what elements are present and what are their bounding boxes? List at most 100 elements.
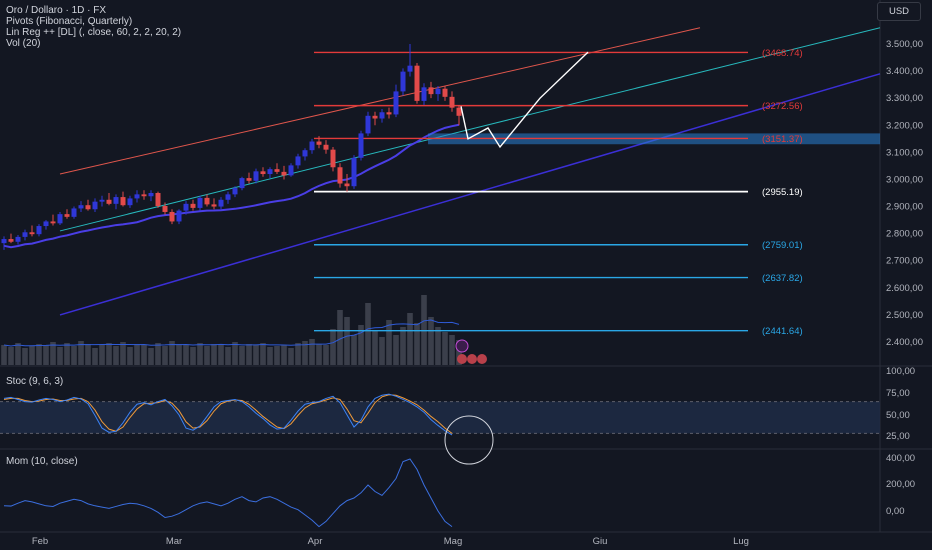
price-axis-tick: 3.300,00 — [886, 93, 923, 104]
candle-body — [8, 239, 14, 242]
volume-bar — [288, 348, 294, 365]
candle-body — [302, 150, 308, 157]
candle-body — [169, 211, 175, 222]
candle-body — [71, 208, 77, 217]
symbol-line[interactable]: Oro / Dollaro · 1D · FX — [6, 5, 107, 16]
indicator-linreg[interactable]: Lin Reg ++ [DL] (, close, 60, 2, 2, 20, … — [6, 27, 182, 38]
candle-body — [281, 171, 287, 176]
volume-bar — [218, 345, 224, 365]
candle-body — [400, 71, 406, 92]
candle-body — [29, 232, 35, 235]
candle-body — [92, 201, 98, 210]
time-axis-tick: Apr — [308, 536, 323, 547]
candle-body — [99, 199, 105, 202]
stoch-band — [0, 401, 880, 434]
flag-icon — [467, 354, 477, 364]
candle-body — [379, 112, 385, 119]
candle-body — [386, 112, 392, 115]
volume-bar — [71, 346, 77, 365]
candle-body — [190, 203, 196, 208]
volume-bar — [365, 303, 371, 365]
candle-body — [120, 197, 126, 206]
momentum-pane-label[interactable]: Mom (10, close) — [6, 456, 78, 467]
volume-bar — [106, 343, 112, 365]
volume-bar — [183, 345, 189, 365]
volume-bar — [267, 347, 273, 365]
volume-bar — [253, 345, 259, 365]
candle-body — [351, 157, 357, 187]
price-axis-tick: 2.400,00 — [886, 337, 923, 348]
volume-bar — [337, 310, 343, 365]
volume-bar — [36, 344, 42, 365]
volume-bar — [120, 342, 126, 365]
volume-bar — [43, 345, 49, 365]
momentum-axis-tick: 200,00 — [886, 479, 915, 490]
indicator-pivots[interactable]: Pivots (Fibonacci, Quarterly) — [6, 16, 133, 27]
volume-bar — [421, 295, 427, 365]
regression-mid-line — [59, 27, 881, 232]
volume-bar — [64, 343, 70, 365]
candle-body — [85, 205, 91, 210]
candle-body — [78, 205, 84, 209]
candle-body — [162, 206, 168, 212]
candle-body — [414, 65, 420, 101]
stoch-pane-label[interactable]: Stoc (9, 6, 3) — [6, 376, 64, 387]
volume-bar — [400, 327, 406, 365]
candle-body — [148, 193, 154, 197]
flag-icon — [477, 354, 487, 364]
candle-body — [113, 197, 119, 204]
volume-bar — [358, 325, 364, 365]
volume-bar — [134, 344, 140, 365]
momentum-axis-tick: 0,00 — [886, 506, 905, 517]
volume-bar — [386, 320, 392, 365]
pivot-level-label: (3272.56) — [762, 101, 803, 112]
time-axis-tick: Mag — [444, 536, 462, 547]
candle-body — [316, 141, 322, 145]
stoch-axis-tick: 100,00 — [886, 366, 915, 377]
candle-body — [337, 167, 343, 184]
candle-body — [232, 188, 238, 195]
time-axis-tick: Feb — [32, 536, 48, 547]
candle-body — [442, 88, 448, 97]
volume-bar — [176, 344, 182, 365]
volume-bar — [246, 344, 252, 365]
price-axis-tick: 2.700,00 — [886, 256, 923, 267]
candle-body — [218, 199, 224, 207]
candle-body — [204, 197, 210, 205]
volume-bar — [92, 348, 98, 365]
candle-body — [288, 165, 294, 176]
candle-body — [449, 96, 455, 108]
volume-bar — [22, 348, 28, 365]
volume-bar — [435, 327, 441, 365]
candle-body — [1, 239, 7, 244]
volume-bar — [1, 345, 7, 365]
event-icon — [455, 339, 469, 353]
candle-body — [176, 210, 182, 222]
projection-path — [460, 51, 589, 149]
volume-bar — [295, 343, 301, 365]
volume-bar — [162, 346, 168, 365]
candle-body — [57, 214, 63, 224]
price-axis-tick: 2.900,00 — [886, 202, 923, 213]
indicator-volume[interactable]: Vol (20) — [6, 38, 41, 49]
volume-bar — [127, 347, 133, 365]
candle-body — [267, 169, 273, 175]
currency-selector[interactable]: USD — [877, 2, 921, 21]
candle-body — [372, 115, 378, 119]
volume-bar — [239, 346, 245, 365]
candle-body — [239, 178, 245, 189]
price-axis-tick: 3.500,00 — [886, 39, 923, 50]
volume-bar — [428, 317, 434, 365]
stoch-axis-tick: 25,00 — [886, 431, 910, 442]
volume-bar — [78, 341, 84, 365]
volume-bar — [302, 341, 308, 365]
candle-body — [393, 91, 399, 115]
volume-bar — [232, 342, 238, 365]
candle-body — [365, 115, 371, 134]
volume-bar — [449, 335, 455, 365]
volume-bar — [351, 335, 357, 365]
candle-body — [211, 204, 217, 207]
volume-bar — [456, 340, 462, 365]
candle-body — [141, 194, 147, 197]
